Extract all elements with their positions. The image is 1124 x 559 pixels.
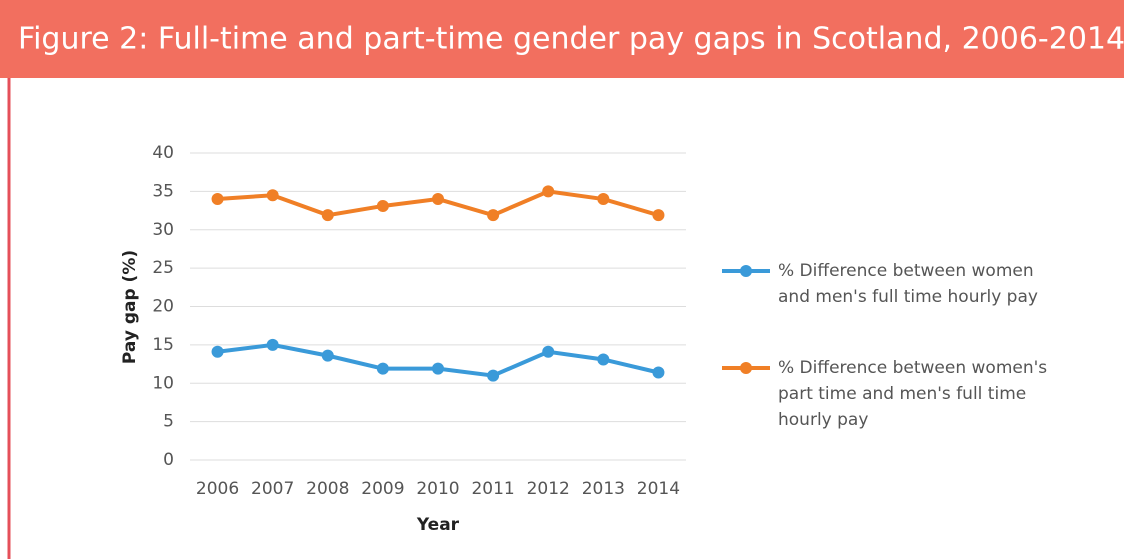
x-tick-label: 2006 [196,479,239,499]
point [211,193,224,206]
y-tick-label: 0 [163,450,174,470]
x-tick-label: 2011 [471,479,514,499]
y-tick-label: 5 [163,412,174,432]
x-tick-label: 2013 [582,479,625,499]
legend-marker [740,265,752,277]
point [597,193,610,206]
legend-label: % Difference between women and men's ful… [778,261,1038,307]
chart-title: Figure 2: Full-time and part-time gender… [18,22,1124,57]
point [266,189,279,202]
point [542,185,555,198]
point [376,362,389,375]
point [432,362,444,375]
x-tick-label: 2009 [361,479,404,499]
point [487,209,500,222]
y-tick-label: 30 [152,220,174,240]
x-tick-label: 2010 [416,479,459,499]
x-tick-label: 2008 [306,479,349,499]
point [432,193,444,206]
point [211,345,224,358]
y-tick-label: 20 [152,297,174,317]
x-tick-label: 2007 [251,479,294,499]
header-bar [0,0,1124,78]
point [266,338,279,351]
point [652,209,665,222]
legend-marker [740,362,752,374]
point [597,353,610,366]
x-axis-label: Year [416,515,460,535]
point [321,209,334,222]
point [542,345,555,358]
y-tick-label: 35 [152,181,174,201]
point [321,349,334,362]
y-tick-label: 25 [152,258,174,278]
y-axis-label: Pay gap (%) [120,250,140,364]
legend-label: % Difference between women's part time a… [778,358,1048,430]
y-tick-label: 10 [152,373,174,393]
x-tick-label: 2012 [527,479,570,499]
x-tick-label: 2014 [637,479,680,499]
point [652,366,665,379]
point [487,369,500,382]
y-tick-label: 15 [152,335,174,355]
y-tick-label: 40 [152,143,174,163]
point [376,199,389,212]
